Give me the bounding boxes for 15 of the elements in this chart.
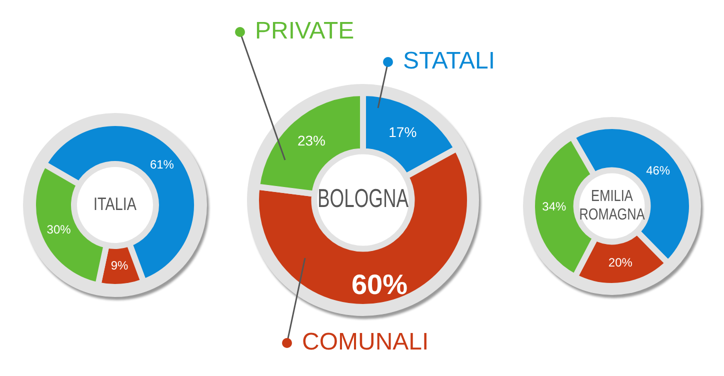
data-label: 61% [150,158,174,172]
data-label: 30% [46,222,72,236]
legend-label: COMUNALI [302,328,429,356]
text: ITALIA [94,194,137,214]
data-label: 9% [110,258,129,273]
data-label: 34% [542,200,566,214]
text: BOLOGNA [317,184,409,213]
data-label: 46% [646,163,670,178]
data-label: 17% [388,124,417,140]
data-label: 23% [297,132,326,148]
legend-label: PRIVATE [255,18,354,45]
data-label: 60% [351,269,408,300]
text: EMILIA ROMAGNA [579,188,646,224]
data-label: 20% [608,256,633,270]
legend-label: STATALI [403,48,496,75]
